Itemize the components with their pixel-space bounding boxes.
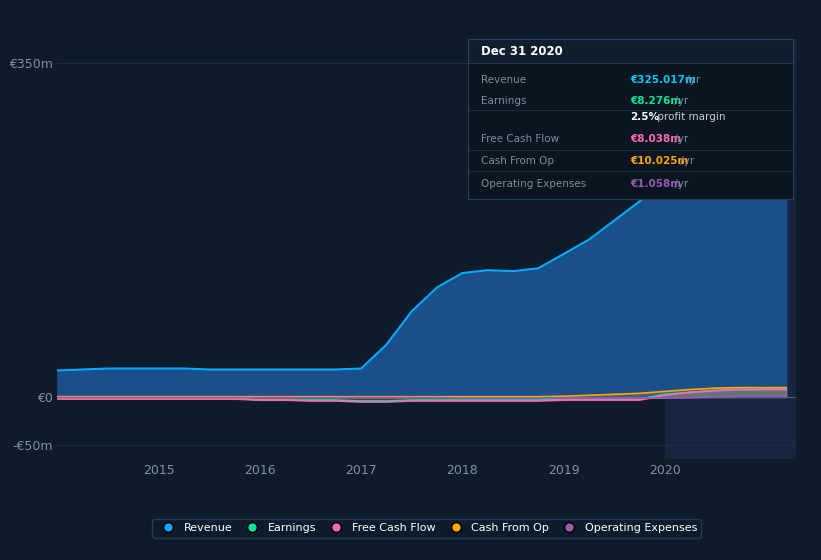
Legend: Revenue, Earnings, Free Cash Flow, Cash From Op, Operating Expenses: Revenue, Earnings, Free Cash Flow, Cash …	[153, 519, 701, 538]
Bar	[665, 39, 796, 459]
